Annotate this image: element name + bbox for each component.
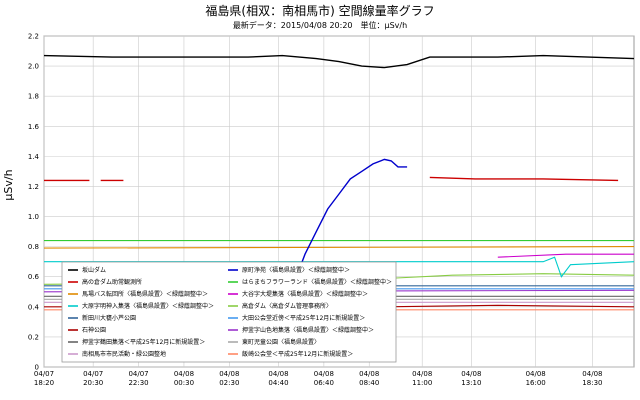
x-tick-date: 04/08: [582, 370, 602, 378]
y-ticks: 0 0.2 0.4 0.6 0.8 1.0 1.2 1.4 1.6 1.8 2.0 2.2: [28, 33, 40, 372]
x-tick-date: 04/08: [174, 370, 194, 378]
y-tick-label: 1.2: [28, 183, 39, 191]
x-tick-time: 08:40: [359, 379, 379, 387]
y-tick-label: 0.4: [28, 303, 40, 311]
x-tick-date: 04/08: [219, 370, 239, 378]
grid-layer: [43, 35, 634, 368]
y-tick-label: 0.6: [28, 273, 40, 281]
series-line: [43, 54, 635, 69]
legend-label: 大原字明神入集落〈福島県設置〉＜緑蔭調整中＞: [82, 302, 214, 310]
x-tick-date: 04/08: [314, 370, 334, 378]
y-axis-label: μSv/h: [2, 169, 15, 200]
x-tick-date: 04/07: [128, 370, 148, 378]
x-tick-time: 04:40: [268, 379, 288, 387]
x-tick-date: 04/08: [526, 370, 546, 378]
y-tick-label: 1.0: [28, 213, 39, 221]
x-tick-time: 02:30: [219, 379, 239, 387]
legend-label: 大田公会堂近傍＜平成25年12月に新規設置＞: [242, 314, 365, 322]
legend-label: 石神公園: [82, 326, 106, 334]
chart-title: 福島県(相双：南相馬市) 空間線量率グラフ: [205, 3, 434, 18]
legend-label: 坂山ダム: [82, 266, 106, 274]
x-tick-date: 04/08: [461, 370, 481, 378]
legend-label: 東町児童公園〈福島県設置〉: [242, 338, 320, 346]
legend-box: [61, 261, 397, 363]
y-tick-label: 2.2: [28, 33, 39, 41]
x-tick-time: 16:00: [526, 379, 546, 387]
x-tick-time: 18:20: [34, 379, 54, 387]
y-tick-label: 0: [35, 364, 39, 372]
legend-label: 飯崎公会堂＜平成25年12月に新規設置＞: [242, 350, 353, 358]
legend-label: 馬場バス転回所〈福島県設置〉＜緑蔭調整中＞: [82, 290, 208, 298]
x-tick-time: 00:30: [174, 379, 194, 387]
x-tick-date: 04/08: [359, 370, 379, 378]
series-line: [429, 176, 619, 182]
legend-label: 押釜字山色地集落〈福島県設置〉＜緑蔭調整中＞: [242, 326, 374, 334]
y-tick-label: 1.8: [28, 93, 39, 101]
x-tick-time: 20:30: [83, 379, 103, 387]
series-line: [44, 256, 635, 278]
x-tick-date: 04/07: [83, 370, 103, 378]
y-tick-label: 0.8: [28, 243, 39, 251]
x-tick-time: 22:30: [128, 379, 148, 387]
x-tick-time: 18:30: [582, 379, 602, 387]
y-tick-label: 1.4: [28, 153, 40, 161]
y-tick-label: 1.6: [28, 123, 40, 131]
legend-label: 南相馬市市民活動・緑公園整地: [82, 350, 166, 358]
x-ticks: 04/0718:2004/0720:3004/0722:3004/0800:30…: [34, 370, 603, 387]
y-tick-label: 0.2: [28, 333, 39, 341]
x-tick-date: 04/08: [268, 370, 288, 378]
legend-label: はらまちフラワーランド〈福島県設置〉＜緑蔭調整中＞: [242, 278, 392, 286]
series-line: [43, 246, 635, 249]
legend-label: 新田川大甕小芦公園: [82, 314, 136, 322]
y-tick-label: 2.0: [28, 63, 39, 71]
x-tick-time: 06:40: [314, 379, 334, 387]
legend-label: 高倉ダム〈高倉ダム管理事務所〉: [242, 302, 332, 310]
legend-label: 高の倉ダム助常観測所: [82, 278, 142, 286]
x-tick-time: 13:10: [461, 379, 481, 387]
legend-label: 大谷字大堤集落〈福島県設置〉＜緑蔭調整中＞: [242, 290, 368, 298]
x-tick-date: 04/08: [412, 370, 432, 378]
series-line: [497, 253, 634, 258]
x-tick-time: 11:00: [412, 379, 432, 387]
chart-subtitle: 最新データ：2015/04/08 20:20 単位：μSv/h: [233, 20, 407, 30]
legend-label: 押釜字鶴田集落＜平成25年12月に新規設置＞: [82, 338, 205, 346]
x-tick-date: 04/07: [34, 370, 54, 378]
legend-label: 原町浄苑〈福島県設置〉＜緑蔭調整中＞: [242, 266, 350, 274]
